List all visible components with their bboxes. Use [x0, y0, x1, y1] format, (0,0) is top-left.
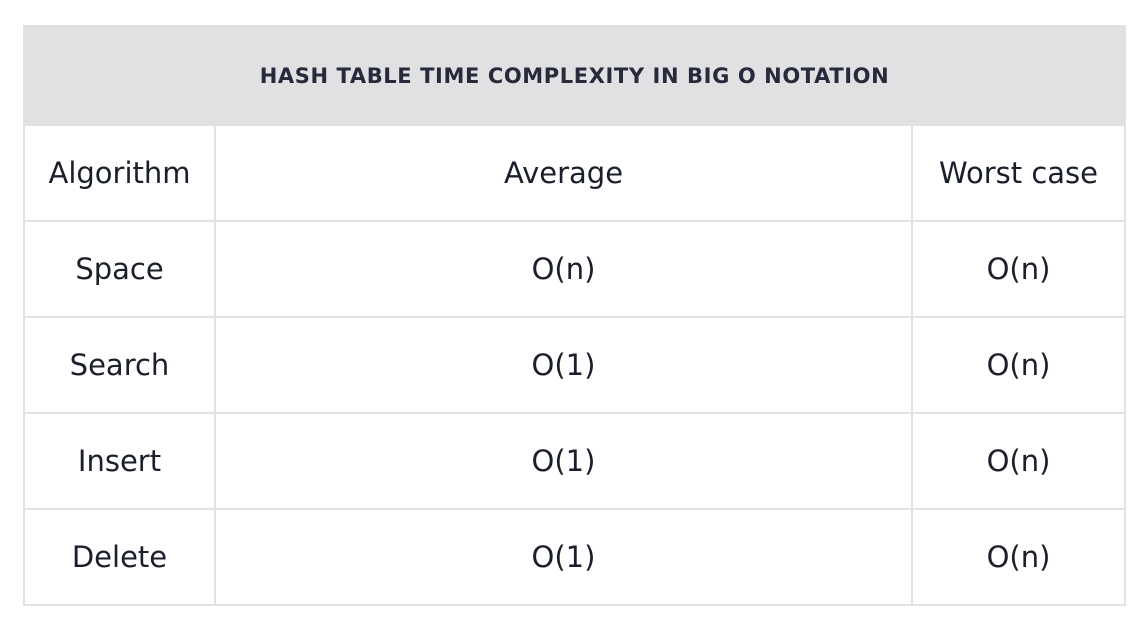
column-header-average: Average: [214, 124, 913, 222]
average-cell: O(1): [214, 412, 913, 510]
table-title-row: HASH TABLE TIME COMPLEXITY IN BIG O NOTA…: [23, 25, 1126, 126]
column-header-algorithm: Algorithm: [23, 124, 216, 222]
average-cell: O(n): [214, 220, 913, 318]
table-row: Delete O(1) O(n): [23, 508, 1126, 606]
table-header-row: Algorithm Average Worst case: [23, 124, 1126, 222]
complexity-table-container: HASH TABLE TIME COMPLEXITY IN BIG O NOTA…: [23, 25, 1126, 606]
worst-case-cell: O(n): [911, 412, 1126, 510]
table-title: HASH TABLE TIME COMPLEXITY IN BIG O NOTA…: [23, 25, 1126, 126]
table-row: Insert O(1) O(n): [23, 412, 1126, 510]
algorithm-cell: Insert: [23, 412, 216, 510]
worst-case-cell: O(n): [911, 220, 1126, 318]
table-row: Search O(1) O(n): [23, 316, 1126, 414]
algorithm-cell: Delete: [23, 508, 216, 606]
worst-case-cell: O(n): [911, 316, 1126, 414]
average-cell: O(1): [214, 316, 913, 414]
column-header-worst-case: Worst case: [911, 124, 1126, 222]
algorithm-cell: Space: [23, 220, 216, 318]
algorithm-cell: Search: [23, 316, 216, 414]
worst-case-cell: O(n): [911, 508, 1126, 606]
table-row: Space O(n) O(n): [23, 220, 1126, 318]
average-cell: O(1): [214, 508, 913, 606]
complexity-table: HASH TABLE TIME COMPLEXITY IN BIG O NOTA…: [23, 25, 1126, 606]
